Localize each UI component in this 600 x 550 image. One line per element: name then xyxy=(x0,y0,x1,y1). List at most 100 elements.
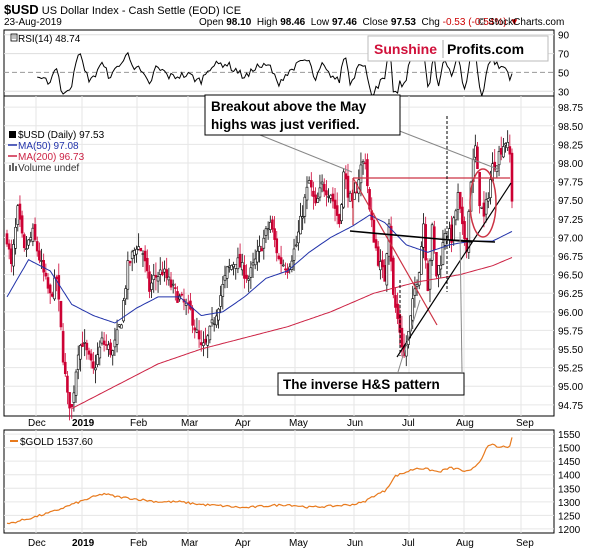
candle-body xyxy=(169,279,173,288)
candle-body xyxy=(290,260,294,270)
legend-usd: $USD (Daily) 97.53 xyxy=(18,130,105,141)
candle-body xyxy=(329,194,333,199)
candle-body xyxy=(87,350,91,355)
candle-body xyxy=(107,344,110,350)
candle-body xyxy=(70,404,74,408)
candle-body xyxy=(428,260,432,290)
legend-volume: Volume undef xyxy=(18,163,79,174)
candle-body xyxy=(236,257,240,270)
x-tick-label: Sep xyxy=(516,538,534,549)
gold-tick-label: 1450 xyxy=(558,457,581,468)
candle-body xyxy=(392,257,395,295)
candle-body xyxy=(309,180,313,188)
candle-body xyxy=(44,272,48,277)
svg-text:Sunshine: Sunshine xyxy=(374,41,437,57)
candle-body xyxy=(474,145,477,158)
price-tick-label: 97.25 xyxy=(558,215,583,226)
candle-body xyxy=(206,335,210,346)
x-tick-label: Jul xyxy=(402,418,415,429)
candle-body xyxy=(264,228,268,236)
candle-body xyxy=(238,253,242,268)
candle-body xyxy=(152,274,156,280)
candle-body xyxy=(376,246,380,266)
candle-body xyxy=(96,354,99,365)
candle-body xyxy=(275,238,279,254)
candle-body xyxy=(314,194,317,204)
candle-body xyxy=(18,203,22,220)
x-tick-label: Apr xyxy=(235,418,251,429)
gold-tick-label: 1500 xyxy=(558,444,581,455)
candle-body xyxy=(92,361,95,369)
x-tick-label: 2019 xyxy=(72,538,95,549)
candle-body xyxy=(499,148,503,155)
candle-body xyxy=(40,260,43,262)
candle-body xyxy=(133,250,136,256)
price-tick-label: 98.00 xyxy=(558,159,583,170)
exchange: ICE xyxy=(222,5,242,17)
candle-body xyxy=(307,180,311,184)
candle-body xyxy=(305,186,309,201)
candle-body xyxy=(461,206,464,225)
chart-date: 23-Aug-2019 xyxy=(4,17,62,28)
candle-body xyxy=(83,342,86,344)
candle-body xyxy=(161,271,164,276)
candle-body xyxy=(284,268,287,271)
x-tick-label: Aug xyxy=(456,538,474,549)
candle-body xyxy=(437,265,440,275)
gold-tick-label: 1200 xyxy=(558,525,581,536)
candle-body xyxy=(193,327,197,331)
candle-body xyxy=(335,205,339,216)
candle-body xyxy=(27,239,30,246)
candle-body xyxy=(396,303,399,319)
breakout-callout: Breakout above the May highs was just ve… xyxy=(204,94,401,136)
candle-body xyxy=(506,142,509,149)
x-tick-label: May xyxy=(289,538,308,549)
annotation-ellipse xyxy=(469,168,497,238)
candle-body xyxy=(38,250,41,261)
candle-body xyxy=(128,260,132,264)
candle-body xyxy=(135,248,138,255)
candle-body xyxy=(240,262,244,271)
candle-body xyxy=(234,264,238,269)
candle-body xyxy=(322,184,326,192)
candle-body xyxy=(312,190,315,197)
candle-body xyxy=(225,266,229,279)
candle-body xyxy=(420,246,423,275)
candle-body xyxy=(316,198,320,203)
candle-body xyxy=(342,171,345,208)
chart-title: $USD US Dollar Index - Cash Settle (EOD)… xyxy=(4,2,241,17)
candle-body xyxy=(271,219,274,230)
candle-body xyxy=(165,269,169,279)
candle-body xyxy=(219,295,222,307)
price-tick-label: 98.25 xyxy=(558,140,583,151)
price-tick-label: 97.75 xyxy=(558,178,583,189)
candle-body xyxy=(279,257,283,265)
candle-body xyxy=(482,202,486,217)
candle-body xyxy=(120,324,123,329)
candle-body xyxy=(137,246,140,250)
candle-body xyxy=(346,175,350,198)
candle-body xyxy=(12,244,15,267)
candle-body xyxy=(10,248,13,265)
candle-body xyxy=(303,196,307,217)
svg-text:The inverse H&S pattern: The inverse H&S pattern xyxy=(283,377,440,392)
candle-body xyxy=(441,242,445,265)
gold-tick-label: 1550 xyxy=(558,430,581,441)
candle-body xyxy=(497,151,501,166)
candle-body xyxy=(104,344,108,346)
candle-body xyxy=(368,189,371,210)
candle-body xyxy=(273,228,276,240)
candle-body xyxy=(154,275,158,278)
candle-body xyxy=(260,248,263,252)
candle-body xyxy=(262,237,266,249)
gold-tick-label: 1350 xyxy=(558,484,581,495)
annotation-line xyxy=(449,239,496,243)
svg-text:Breakout above the May: Breakout above the May xyxy=(211,99,367,114)
legend-ma50: MA(50) 97.08 xyxy=(18,141,79,152)
candle-body xyxy=(292,248,296,261)
rsi-line xyxy=(37,47,513,98)
candle-body xyxy=(508,146,512,155)
candle-body xyxy=(171,283,175,286)
candle-body xyxy=(435,252,438,277)
candle-body xyxy=(458,191,462,209)
